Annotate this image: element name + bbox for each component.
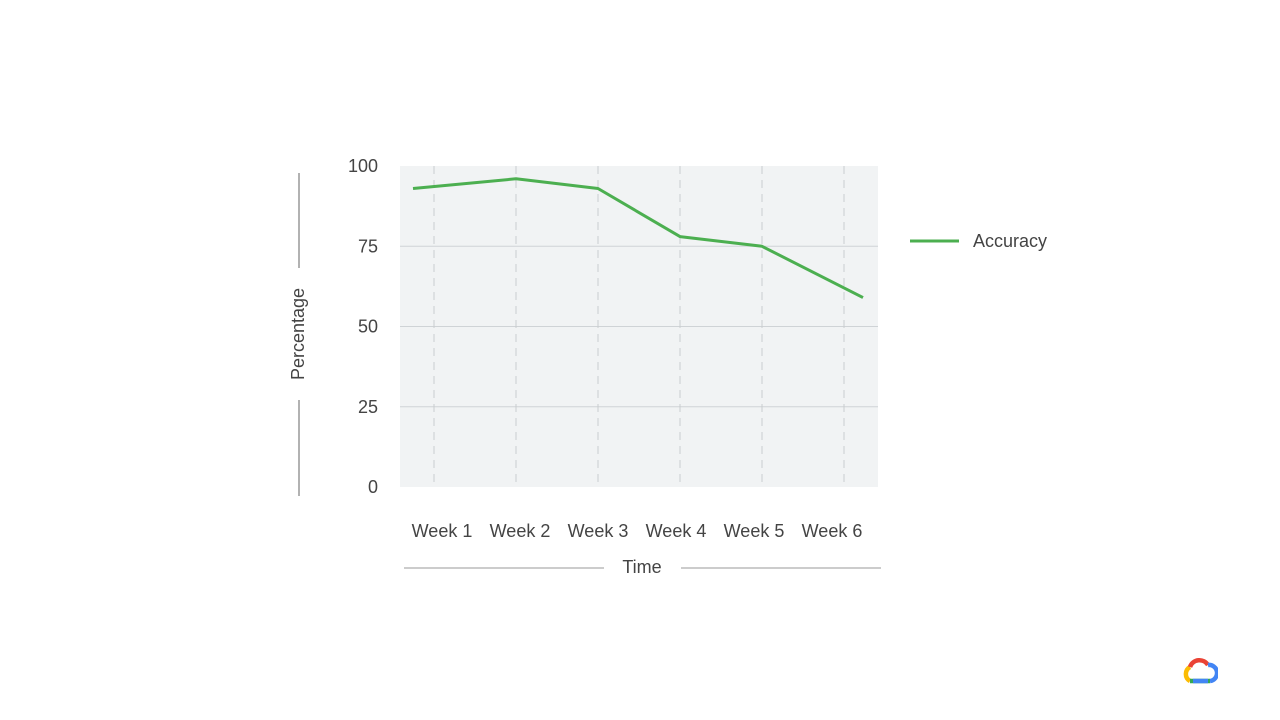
y-tick-label: 25 xyxy=(358,397,378,417)
x-tick-label: Week 1 xyxy=(412,521,473,541)
y-tick-label: 50 xyxy=(358,317,378,337)
x-axis-title: Time xyxy=(622,557,661,577)
series-line-accuracy xyxy=(412,177,864,299)
x-tick-label: Week 4 xyxy=(646,521,707,541)
x-tick-label: Week 2 xyxy=(490,521,551,541)
x-tick-label: Week 5 xyxy=(724,521,785,541)
google-cloud-logo xyxy=(1183,657,1218,684)
y-tick-label: 75 xyxy=(358,236,378,256)
x-tick-label: Week 6 xyxy=(802,521,863,541)
y-axis-title: Percentage xyxy=(288,288,308,380)
y-tick-label: 100 xyxy=(348,156,378,176)
legend-label: Accuracy xyxy=(973,231,1047,251)
y-tick-labels: 0 25 50 75 100 xyxy=(348,156,378,497)
legend: Accuracy xyxy=(910,231,1047,251)
y-tick-label: 0 xyxy=(368,477,378,497)
grid-lines xyxy=(400,166,878,487)
series-lines xyxy=(412,177,864,299)
x-tick-labels: Week 1 Week 2 Week 3 Week 4 Week 5 Week 6 xyxy=(412,521,863,541)
x-tick-label: Week 3 xyxy=(568,521,629,541)
